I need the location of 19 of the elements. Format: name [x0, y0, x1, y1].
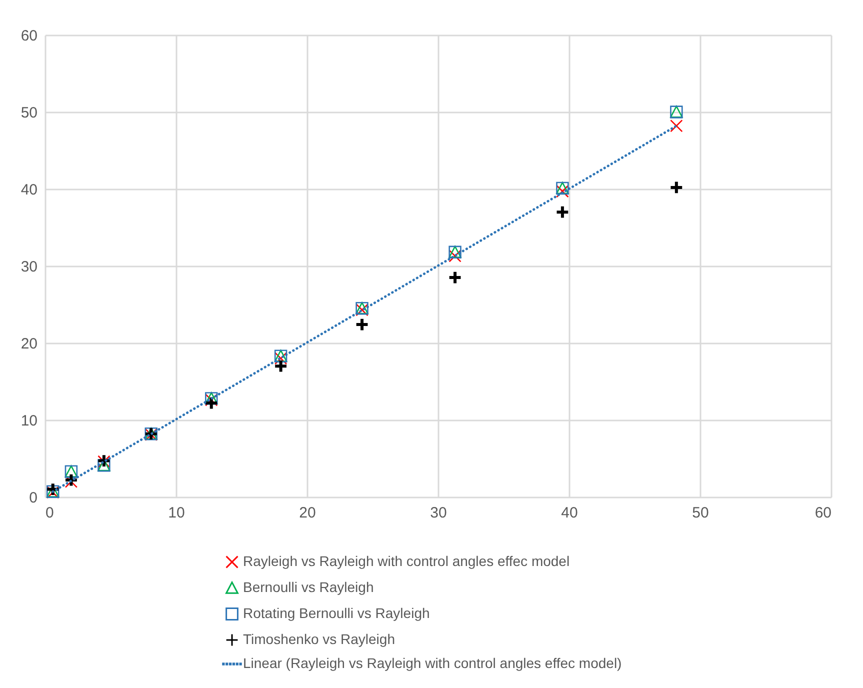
legend-label: Rotating Bernoulli vs Rayleigh	[243, 605, 430, 621]
x-tick-label: 50	[692, 504, 709, 522]
y-tick-label: 30	[20, 258, 38, 276]
x-tick-label: 0	[46, 504, 54, 522]
y-tick-label: 40	[20, 182, 38, 198]
x-tick-label: 60	[814, 504, 832, 522]
y-tick-label: 0	[29, 490, 38, 506]
legend-label: Bernoulli vs Rayleigh	[243, 579, 374, 595]
y-tick-label: 60	[20, 28, 38, 44]
y-tick-label: 10	[20, 412, 38, 430]
y-tick-label: 50	[20, 104, 38, 122]
legend-label: Linear (Rayleigh vs Rayleigh with control angles effec model)	[243, 655, 622, 671]
x-tick-label: 40	[561, 504, 578, 522]
legend-label: Rayleigh vs Rayleigh with control angles effec model	[243, 553, 570, 569]
x-tick-label: 20	[299, 504, 316, 522]
x-tick-label: 10	[168, 504, 185, 522]
legend-label: Timoshenko vs Rayleigh	[243, 631, 395, 647]
x-tick-label: 30	[430, 504, 447, 522]
y-tick-label: 20	[20, 336, 38, 352]
